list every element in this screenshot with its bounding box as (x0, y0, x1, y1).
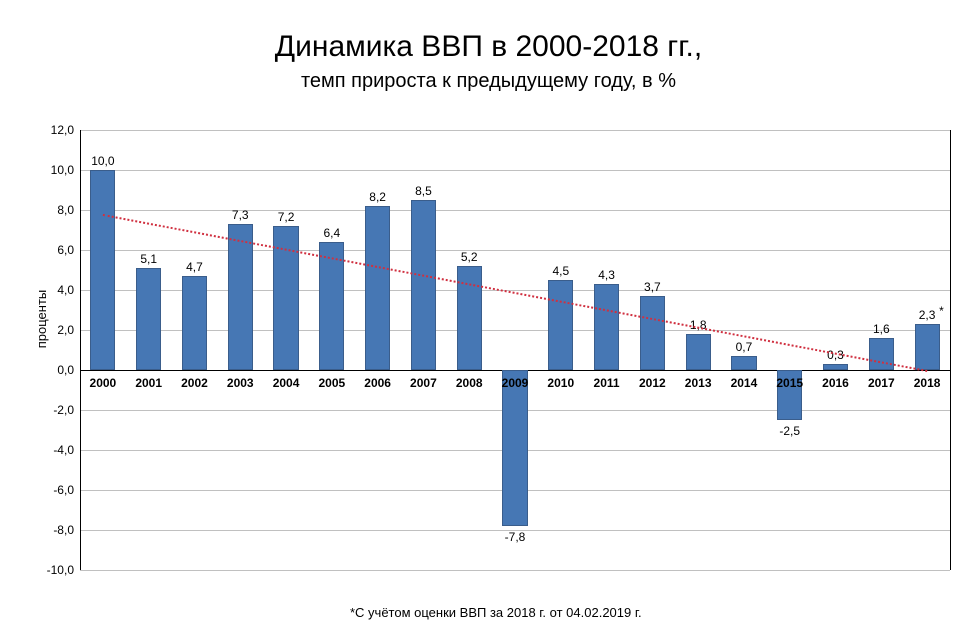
chart-container: Динамика ВВП в 2000-2018 гг., темп приро… (0, 0, 977, 638)
y-tick-label: 4,0 (57, 283, 80, 297)
bar (686, 334, 711, 370)
bar-value-label: 4,5 (552, 264, 569, 278)
gridline (80, 290, 950, 291)
x-category-label: 2008 (456, 376, 483, 390)
x-category-label: 2004 (273, 376, 300, 390)
bar-value-label: 10,0 (91, 154, 114, 168)
bar (640, 296, 665, 370)
bar (90, 170, 115, 370)
bar (228, 224, 253, 370)
bar-value-label: 3,7 (644, 280, 661, 294)
bar-value-label: -2,5 (779, 424, 800, 438)
bar (731, 356, 756, 370)
bar (502, 370, 527, 526)
bar (823, 364, 848, 370)
y-tick-label: 12,0 (51, 123, 80, 137)
gridline (80, 210, 950, 211)
gridline (80, 170, 950, 171)
footnote-star: * (939, 304, 944, 318)
bar-value-label: 5,1 (140, 252, 157, 266)
gridline (80, 330, 950, 331)
y-tick-label: -2,0 (53, 403, 80, 417)
x-category-label: 2015 (776, 376, 803, 390)
bar-value-label: 4,3 (598, 268, 615, 282)
bar-value-label: 7,3 (232, 208, 249, 222)
bar (136, 268, 161, 370)
y-axis-line (80, 130, 81, 570)
bar-value-label: -7,8 (505, 530, 526, 544)
x-category-label: 2001 (135, 376, 162, 390)
x-category-label: 2007 (410, 376, 437, 390)
x-category-label: 2013 (685, 376, 712, 390)
bar (411, 200, 436, 370)
trend-line (103, 214, 928, 372)
bar-value-label: 8,5 (415, 184, 432, 198)
x-category-label: 2018 (914, 376, 941, 390)
x-category-label: 2017 (868, 376, 895, 390)
x-category-label: 2016 (822, 376, 849, 390)
x-category-label: 2012 (639, 376, 666, 390)
y-tick-label: -4,0 (53, 443, 80, 457)
plot-area: -10,0-8,0-6,0-4,0-2,00,02,04,06,08,010,0… (80, 130, 950, 570)
y-tick-label: 0,0 (57, 363, 80, 377)
y-tick-label: 6,0 (57, 243, 80, 257)
bar (548, 280, 573, 370)
x-category-label: 2003 (227, 376, 254, 390)
y-tick-label: -8,0 (53, 523, 80, 537)
bar (594, 284, 619, 370)
bar-value-label: 0,7 (736, 340, 753, 354)
x-category-label: 2000 (90, 376, 117, 390)
bar-value-label: 5,2 (461, 250, 478, 264)
x-category-label: 2010 (547, 376, 574, 390)
bar-value-label: 1,6 (873, 322, 890, 336)
y-tick-label: 8,0 (57, 203, 80, 217)
x-category-label: 2006 (364, 376, 391, 390)
y-tick-label: 10,0 (51, 163, 80, 177)
y-tick-label: 2,0 (57, 323, 80, 337)
x-category-label: 2011 (594, 376, 620, 390)
gridline (80, 130, 950, 131)
bar (182, 276, 207, 370)
footnote: *С учётом оценки ВВП за 2018 г. от 04.02… (350, 605, 642, 620)
gridline (80, 570, 950, 571)
x-category-label: 2009 (502, 376, 529, 390)
bar-value-label: 6,4 (323, 226, 340, 240)
chart-subtitle: темп прироста к предыдущему году, в % (0, 70, 977, 93)
y-tick-label: -10,0 (47, 563, 80, 577)
y-axis-label: проценты (34, 290, 49, 349)
y-tick-label: -6,0 (53, 483, 80, 497)
bar (915, 324, 940, 370)
x-category-label: 2002 (181, 376, 208, 390)
bar-value-label: 8,2 (369, 190, 386, 204)
bar-value-label: 4,7 (186, 260, 203, 274)
bar (365, 206, 390, 370)
x-category-label: 2014 (731, 376, 758, 390)
x-category-label: 2005 (318, 376, 345, 390)
chart-title: Динамика ВВП в 2000-2018 гг., (0, 30, 977, 64)
bar-value-label: 7,2 (278, 210, 295, 224)
gridline (80, 250, 950, 251)
bar-value-label: 2,3 (919, 308, 936, 322)
right-frame-line (950, 130, 951, 570)
